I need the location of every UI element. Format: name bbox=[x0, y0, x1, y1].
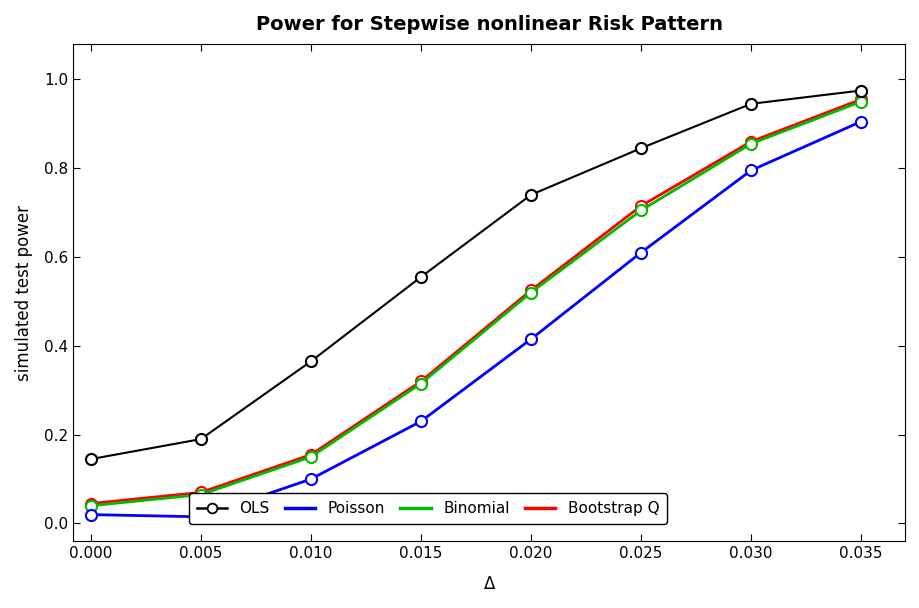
X-axis label: Δ: Δ bbox=[482, 575, 494, 593]
Title: Power for Stepwise nonlinear Risk Pattern: Power for Stepwise nonlinear Risk Patter… bbox=[255, 15, 721, 34]
Y-axis label: simulated test power: simulated test power bbox=[15, 204, 33, 381]
Legend: OLS, Poisson, Binomial, Bootstrap Q: OLS, Poisson, Binomial, Bootstrap Q bbox=[188, 493, 666, 523]
